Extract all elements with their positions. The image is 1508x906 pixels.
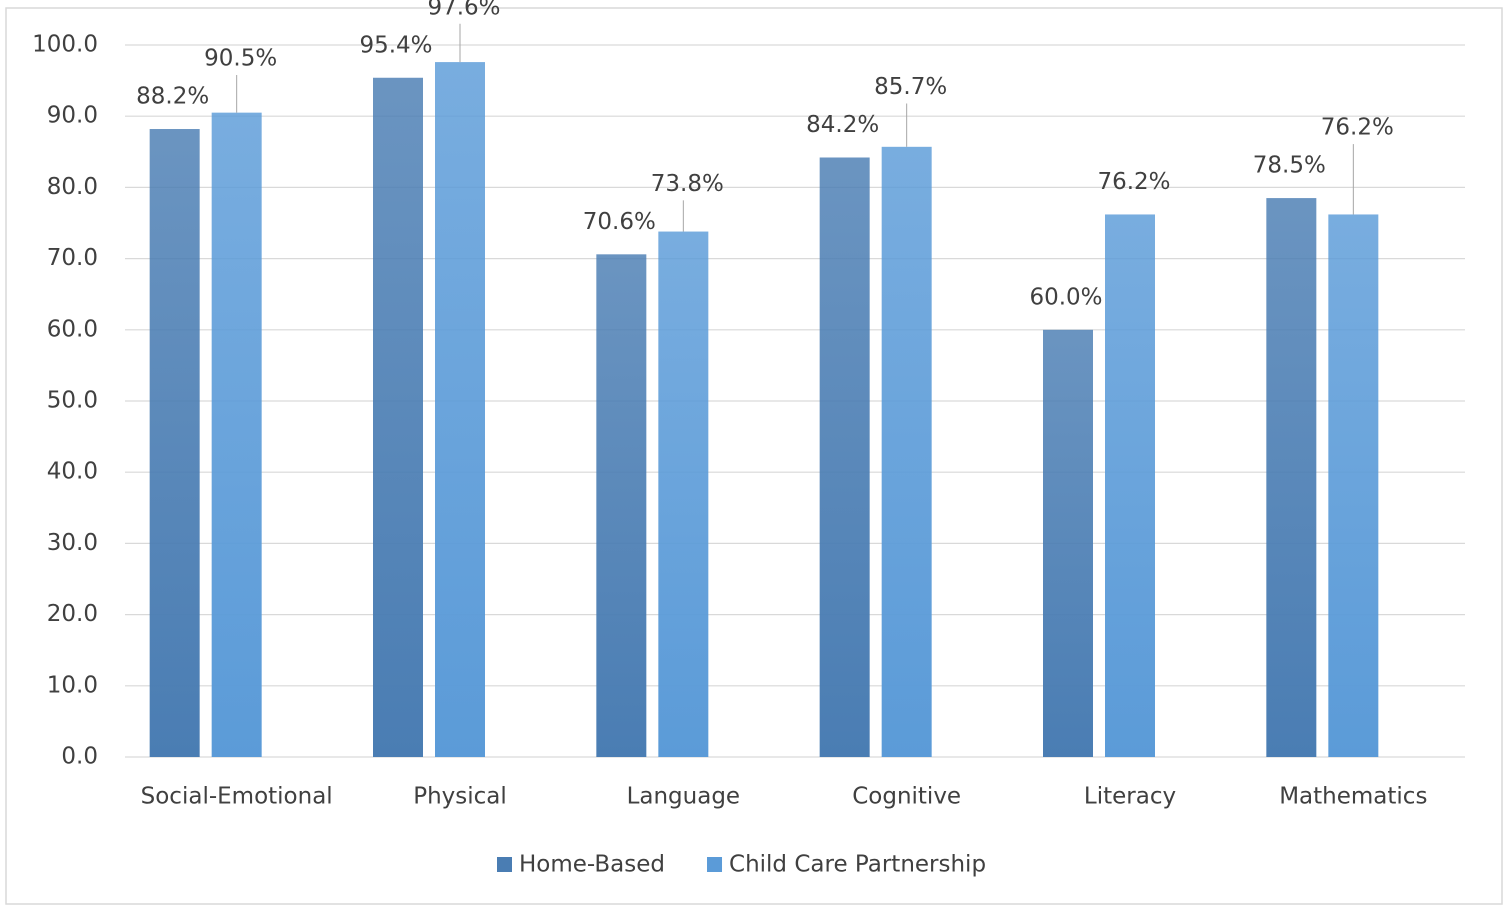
legend-swatch [707, 857, 723, 872]
legend-label: Child Care Partnership [729, 852, 986, 878]
bar [373, 77, 423, 757]
y-tick-label: 20.0 [47, 601, 98, 627]
bar [435, 62, 485, 757]
legend-label: Home-Based [519, 852, 665, 878]
data-label: 76.2% [1321, 115, 1394, 141]
bar [881, 146, 932, 758]
y-tick-label: 0.0 [61, 744, 98, 770]
bar [596, 254, 647, 757]
data-label: 97.6% [427, 0, 500, 20]
y-tick-label: 40.0 [47, 459, 98, 485]
data-label: 85.7% [874, 74, 947, 100]
data-label: 88.2% [136, 84, 209, 110]
y-tick-label: 70.0 [47, 245, 98, 271]
data-label: 78.5% [1253, 153, 1326, 179]
y-tick-label: 100.0 [32, 32, 98, 58]
bar [1266, 198, 1317, 757]
y-tick-label: 30.0 [47, 530, 98, 556]
bar [149, 129, 200, 758]
bar [1328, 214, 1379, 757]
data-label: 60.0% [1029, 284, 1102, 310]
legend-swatch [497, 857, 512, 872]
x-tick-label: Cognitive [852, 784, 961, 810]
y-tick-label: 90.0 [47, 103, 98, 129]
y-tick-label: 80.0 [47, 174, 98, 200]
bar [211, 112, 262, 757]
x-tick-label: Language [627, 784, 741, 810]
x-tick-label: Social-Emotional [141, 784, 333, 810]
bar [1043, 329, 1093, 757]
data-label: 70.6% [583, 209, 656, 235]
data-label: 76.2% [1097, 169, 1170, 195]
bar [1105, 214, 1155, 757]
bar [819, 157, 870, 758]
x-tick-label: Literacy [1084, 784, 1176, 810]
data-label: 84.2% [806, 112, 879, 138]
bar [658, 231, 709, 757]
data-label: 90.5% [204, 46, 277, 72]
data-label: 73.8% [651, 171, 724, 197]
y-tick-label: 10.0 [47, 672, 98, 698]
data-label: 95.4% [359, 32, 432, 58]
y-tick-label: 50.0 [47, 388, 98, 414]
x-tick-label: Mathematics [1279, 784, 1427, 810]
x-tick-label: Physical [413, 784, 507, 810]
y-tick-label: 60.0 [47, 316, 98, 342]
